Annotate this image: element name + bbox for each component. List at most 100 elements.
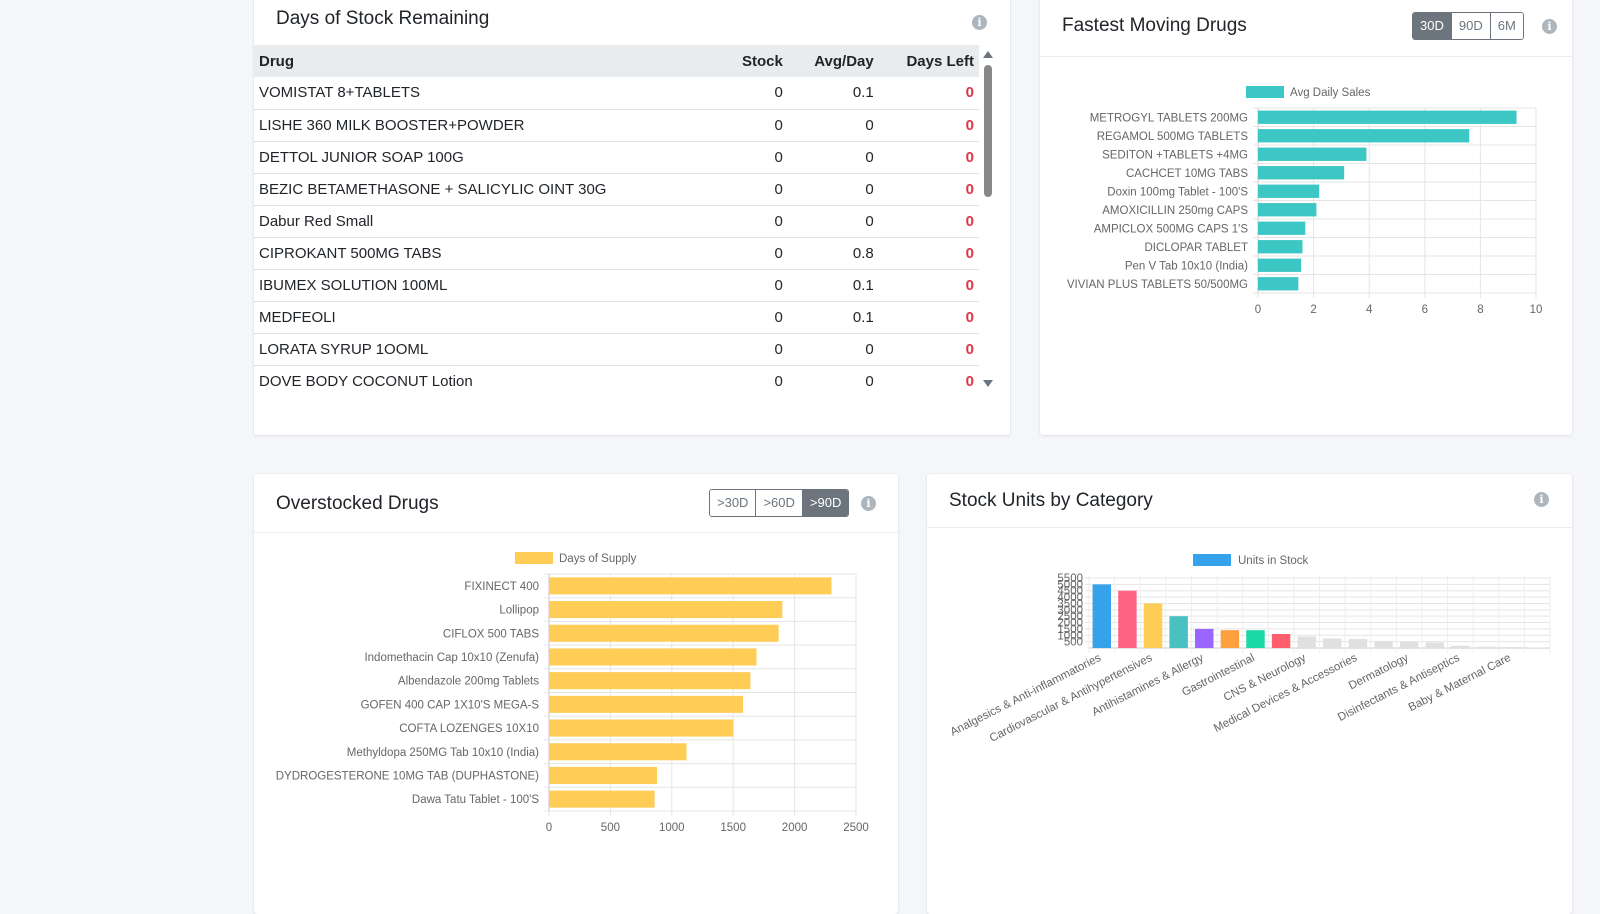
fastest-chart: Avg Daily Sales 0 2 4 6 8 10 METROGYL TABLETS 2… (1067, 86, 1542, 316)
legend-swatch (515, 552, 553, 564)
stock-cell: 0 (709, 109, 788, 142)
bar (1258, 240, 1303, 254)
y-tick-label: 1500 (1057, 624, 1083, 636)
bar (1451, 645, 1470, 648)
bar (1258, 129, 1470, 143)
days-stock-table-wrap[interactable]: Drug Stock Avg/Day Days Left VOMISTAT 8+… (254, 45, 989, 397)
table-row[interactable]: IBUMEX SOLUTION 100ML 0 0.1 0 (254, 269, 979, 302)
x-tick-label: 2500 (843, 822, 869, 834)
y-tick-label: 500 (1064, 637, 1083, 649)
bar (1348, 639, 1368, 648)
info-icon[interactable]: i (972, 15, 987, 30)
table-row[interactable]: Dabur Red Small 0 0 0 (254, 205, 979, 238)
table-row[interactable]: MEDFEOLI 0 0.1 0 (254, 301, 979, 334)
range-6m-button[interactable]: 6M (1490, 13, 1523, 39)
table-row[interactable]: VOMISTAT 8+TABLETS 0 0.1 0 (254, 77, 979, 110)
category-chart: Units in Stock 50010001500200025003000350… (949, 554, 1551, 745)
bar (549, 577, 832, 595)
y-tick-label: SEDITON +TABLETS +4MG (1102, 149, 1248, 161)
over-30d-button[interactable]: >30D (710, 490, 757, 516)
days-left-cell: 0 (878, 77, 979, 110)
bar (1258, 184, 1320, 198)
y-tick-label: FIXINECT 400 (464, 581, 539, 593)
col-days-left[interactable]: Days Left (878, 45, 979, 77)
category-header: Stock Units by Category i (927, 474, 1572, 528)
bar (1258, 203, 1317, 217)
x-tick-label: 500 (601, 822, 620, 834)
info-icon[interactable]: i (1542, 19, 1557, 34)
legend-swatch (1193, 554, 1231, 566)
y-tick-label: 2000 (1057, 618, 1083, 630)
over-90d-button[interactable]: >90D (802, 490, 849, 516)
y-tick-label: 5000 (1057, 579, 1083, 591)
scroll-down-arrow-icon[interactable] (983, 380, 993, 387)
info-icon[interactable]: i (861, 496, 876, 511)
y-tick-label: GOFEN 400 CAP 1X10'S MEGA-S (361, 699, 540, 711)
x-tick-label: 0 (546, 822, 552, 834)
avg-cell: 0 (787, 205, 879, 238)
table-row[interactable]: LISHE 360 MILK BOOSTER+POWDER 0 0 0 (254, 109, 979, 142)
info-icon[interactable]: i (1534, 492, 1549, 507)
days-left-cell: 0 (878, 237, 979, 270)
stock-cell: 0 (709, 365, 788, 397)
legend-label: Units in Stock (1238, 555, 1309, 567)
y-tick-label: CIFLOX 500 TABS (443, 628, 539, 640)
x-tick-label: 8 (1477, 304, 1483, 316)
y-tick-label: AMPICLOX 500MG CAPS 1'S (1094, 223, 1249, 235)
y-tick-label: VIVIAN PLUS TABLETS 50/500MG (1067, 279, 1248, 291)
y-tick-label: Dawa Tatu Tablet - 100'S (412, 794, 539, 806)
table-header-row: Drug Stock Avg/Day Days Left (254, 45, 979, 77)
drug-cell: VOMISTAT 8+TABLETS (254, 77, 710, 110)
scroll-up-arrow-icon[interactable] (983, 51, 993, 58)
avg-cell: 0 (787, 365, 879, 397)
bar (1399, 641, 1419, 648)
y-tick-label: Lollipop (499, 605, 539, 617)
days-stock-table: Drug Stock Avg/Day Days Left VOMISTAT 8+… (254, 45, 979, 397)
y-tick-label: Albendazole 200mg Tablets (398, 676, 539, 688)
fastest-title: Fastest Moving Drugs (1062, 15, 1247, 36)
avg-cell: 0 (787, 173, 879, 206)
bar (1258, 258, 1302, 272)
bar (549, 672, 751, 690)
bar (549, 719, 734, 737)
table-row[interactable]: DOVE BODY COCONUT Lotion 0 0 0 (254, 365, 979, 397)
range-30d-button[interactable]: 30D (1413, 13, 1452, 39)
table-row[interactable]: LORATA SYRUP 1OOML 0 0 0 (254, 333, 979, 366)
col-drug[interactable]: Drug (254, 45, 710, 77)
stock-cell: 0 (709, 333, 788, 366)
bar (1118, 590, 1137, 648)
table-scrollbar[interactable] (983, 45, 993, 395)
table-row[interactable]: DETTOL JUNIOR SOAP 100G 0 0 0 (254, 141, 979, 174)
range-90d-button[interactable]: 90D (1451, 13, 1491, 39)
fastest-card: Fastest Moving Drugs 30D 90D 6M i Avg Da… (1040, 0, 1572, 435)
overstock-header: Overstocked Drugs >30D >60D >90D i (254, 474, 898, 533)
bar (1476, 646, 1496, 648)
col-stock[interactable]: Stock (709, 45, 788, 77)
days-left-cell: 0 (878, 109, 979, 142)
fastest-range-group: 30D 90D 6M (1412, 12, 1524, 40)
y-tick-label: CACHCET 10MG TABS (1126, 168, 1248, 180)
y-tick-label: DICLOPAR TABLET (1144, 242, 1248, 254)
days-left-cell: 0 (878, 141, 979, 174)
x-tick-label: 2000 (782, 822, 808, 834)
table-row[interactable]: BEZIC BETAMETHASONE + SALICYLIC OINT 30G… (254, 173, 979, 206)
x-tick-label: 6 (1422, 304, 1428, 316)
over-60d-button[interactable]: >60D (756, 490, 803, 516)
drug-cell: LORATA SYRUP 1OOML (254, 333, 710, 366)
y-tick-label: Methyldopa 250MG Tab 10x10 (India) (347, 747, 539, 759)
bar (1258, 277, 1299, 291)
overstock-title: Overstocked Drugs (276, 493, 439, 514)
bar (1092, 584, 1112, 648)
col-avg-day[interactable]: Avg/Day (787, 45, 879, 77)
y-tick-label: 5500 (1057, 573, 1083, 585)
y-tick-label: 3000 (1057, 605, 1083, 617)
drug-cell: LISHE 360 MILK BOOSTER+POWDER (254, 109, 710, 142)
bar (1143, 603, 1163, 648)
days-stock-header: Days of Stock Remaining i (254, 0, 1010, 45)
table-row[interactable]: CIPROKANT 500MG TABS 0 0.8 0 (254, 237, 979, 270)
days-left-cell: 0 (878, 205, 979, 238)
scroll-thumb[interactable] (984, 65, 992, 197)
avg-cell: 0.8 (787, 237, 879, 270)
bar (1258, 110, 1517, 124)
legend-label: Days of Supply (559, 553, 637, 565)
